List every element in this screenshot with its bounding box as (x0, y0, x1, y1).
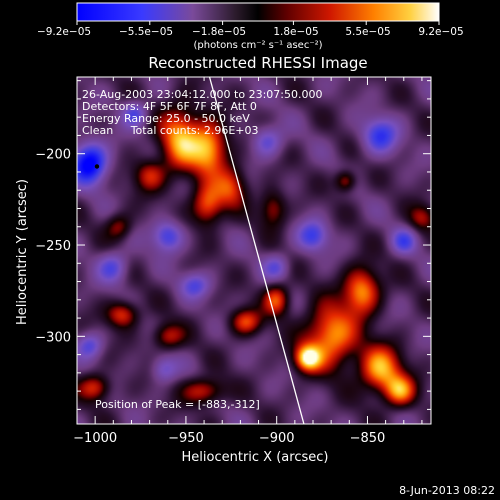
time-range-text: 26-Aug-2003 23:04:12.000 to 23:07:50.000 (82, 88, 323, 101)
footer-date: 8-Jun-2013 08:22 (399, 484, 495, 497)
peak-marker (94, 164, 100, 169)
y-tick-label: −300 (35, 330, 71, 345)
plot-area (76, 76, 432, 425)
colorbar-units-label: (photons cm⁻² s⁻¹ asec⁻²) (193, 40, 322, 51)
colorbar-tick-label: −5.5e−05 (119, 26, 173, 38)
detectors-text: Detectors: 4F 5F 6F 7F 8F, Att 0 (82, 100, 257, 113)
x-tick-label: −1000 (73, 431, 117, 446)
axis-ticks (76, 77, 431, 424)
x-tick-label: −900 (259, 431, 295, 446)
chart-title: Reconstructed RHESSI Image (148, 54, 367, 72)
y-tick-label: −200 (35, 148, 71, 163)
colorbar-ticks (76, 21, 440, 25)
solar-limb-line (208, 77, 305, 424)
peak-position-text: Position of Peak = [-883,-312] (95, 398, 260, 411)
colorbar-tick-label: −1.8e−05 (192, 26, 246, 38)
clean-counts-text: Clean Total counts: 2.96E+03 (82, 124, 259, 137)
y-axis-label: Heliocentric Y (arcsec) (15, 179, 30, 325)
colorbar-tick-label: 1.8e−05 (273, 26, 318, 38)
colorbar-tick-label: 9.2e−05 (418, 26, 463, 38)
observation-info: 26-Aug-2003 23:04:12.000 to 23:07:50.000… (82, 88, 323, 137)
x-tick-labels: −1000 −950 −900 −850 (73, 431, 385, 446)
colorbar-tick-label: 5.5e−05 (345, 26, 390, 38)
colorbar-gradient (76, 2, 440, 22)
y-tick-labels: −200 −250 −300 (35, 148, 71, 346)
colorbar: −9.2e−05 −5.5e−05 −1.8e−05 1.8e−05 5.5e−… (37, 2, 464, 51)
x-axis-label: Heliocentric X (arcsec) (182, 450, 329, 465)
energy-range-text: Energy Range: 25.0 - 50.0 keV (82, 112, 250, 125)
y-tick-label: −250 (35, 239, 71, 254)
x-tick-label: −950 (168, 431, 204, 446)
plot-frame (76, 76, 432, 425)
x-tick-label: −850 (350, 431, 386, 446)
colorbar-tick-label: −9.2e−05 (37, 26, 91, 38)
heatmap-image (77, 77, 431, 424)
